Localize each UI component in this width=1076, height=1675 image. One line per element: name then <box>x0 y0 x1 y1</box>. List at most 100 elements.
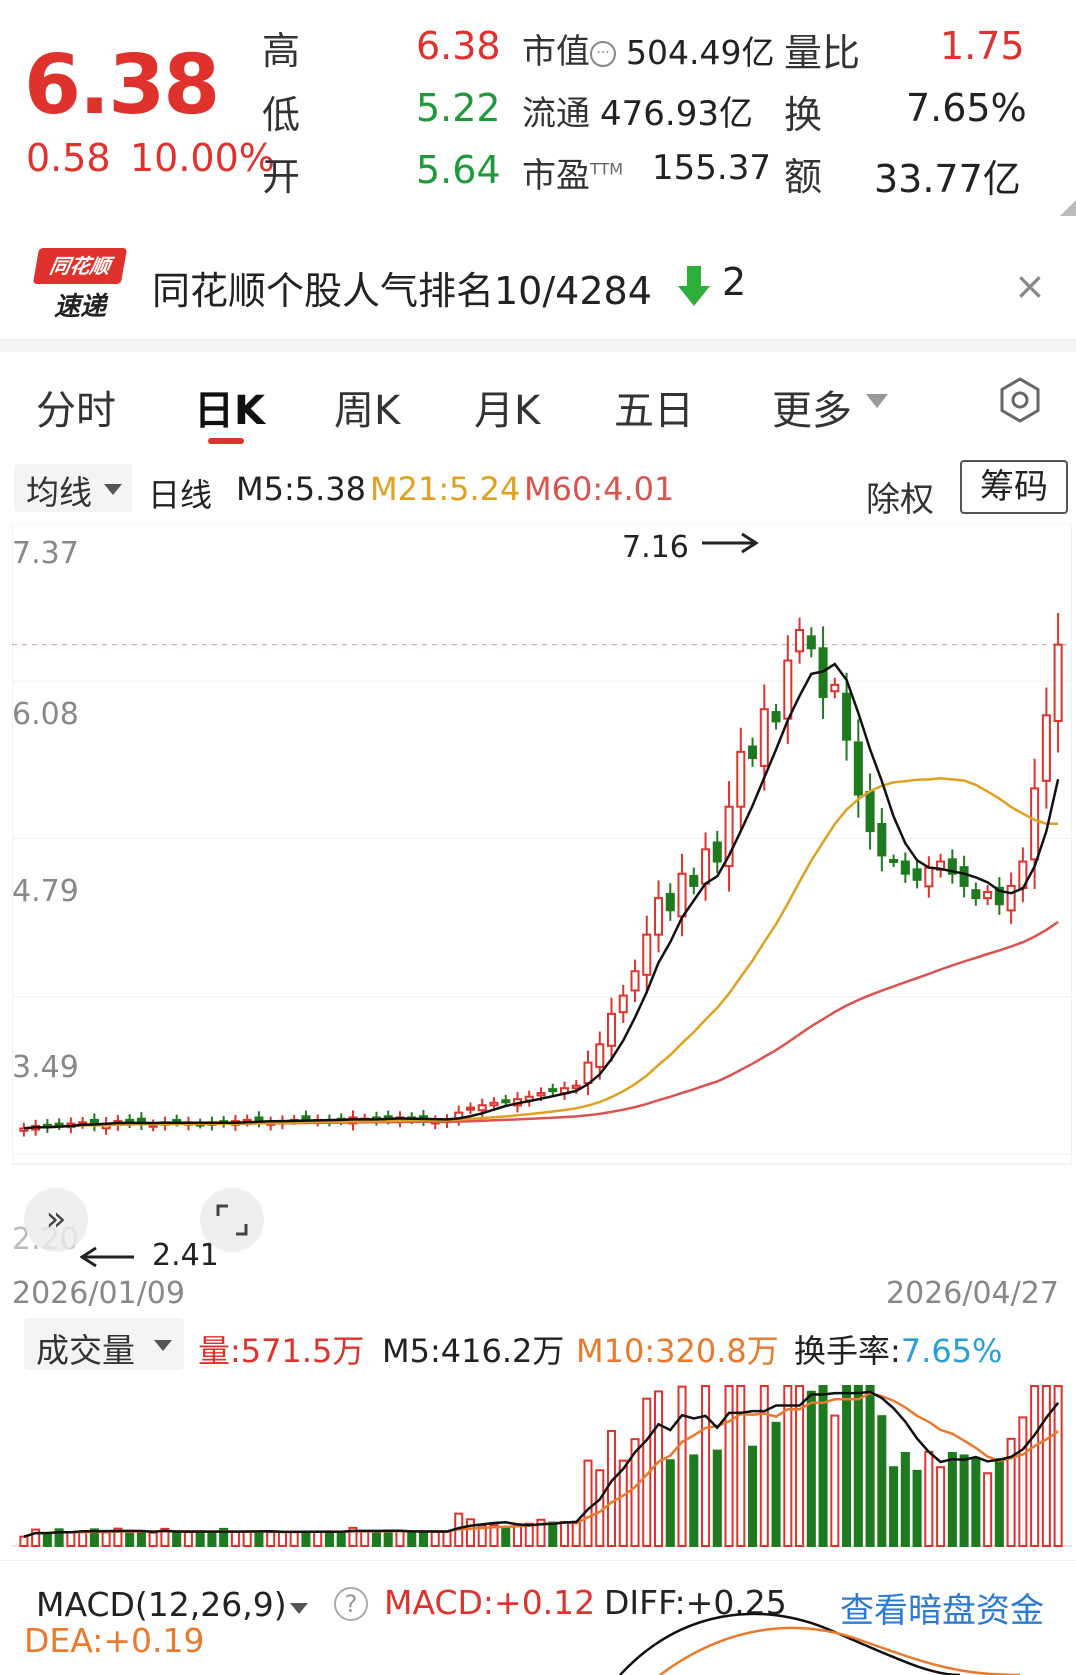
volume-bar <box>395 1530 405 1548</box>
volume-bar <box>536 1518 546 1548</box>
volume-bar <box>254 1530 264 1547</box>
volume-bar <box>78 1531 88 1547</box>
candle-body <box>736 750 746 808</box>
volume-bar <box>160 1527 170 1547</box>
volume-bar <box>1053 1385 1063 1547</box>
volume-bar <box>689 1454 699 1547</box>
candle-body <box>1041 714 1051 782</box>
pe-ttm-value: 155.37 <box>652 148 771 188</box>
expand-corner-icon[interactable] <box>1060 200 1076 216</box>
candle-body <box>783 659 793 720</box>
tab-more[interactable]: 更多 <box>772 388 852 434</box>
volume-bar <box>842 1385 852 1547</box>
info-icon[interactable]: ··· <box>590 40 616 67</box>
tab-daily-k[interactable]: 日K <box>194 388 265 434</box>
candle-body <box>477 1104 487 1112</box>
candle-body <box>571 1084 581 1090</box>
candle-body <box>689 874 699 887</box>
volume-bar <box>606 1429 617 1547</box>
candle-body <box>912 868 922 881</box>
volume-bar <box>31 1528 41 1548</box>
indicator-select[interactable]: 均线 <box>14 464 132 512</box>
candle-body <box>618 994 628 1014</box>
amount-label: 额 <box>784 155 823 199</box>
ex-rights-toggle[interactable]: 除权 <box>866 480 934 520</box>
chevron-down-icon[interactable] <box>866 394 888 408</box>
help-icon[interactable]: ? <box>334 1587 368 1621</box>
volume-bar <box>783 1385 793 1547</box>
chart-frame <box>12 524 1072 1165</box>
fullscreen-icon[interactable] <box>200 1188 264 1252</box>
volume-bar <box>183 1531 193 1547</box>
volume-bar <box>724 1385 734 1547</box>
market-cap-label: 市值 ··· <box>522 24 616 73</box>
volume-bar <box>289 1530 299 1548</box>
dark-pool-funds-link[interactable]: 查看暗盘资金 <box>840 1591 1044 1631</box>
volume-bar <box>1030 1385 1040 1547</box>
diff-value: DIFF:+0.25 <box>604 1583 787 1622</box>
candle-body <box>548 1088 558 1093</box>
close-icon[interactable]: × <box>1014 264 1046 308</box>
macd-value: MACD:+0.12 <box>384 1583 596 1622</box>
rank-change-value: 2 <box>722 260 747 304</box>
volume-bar <box>795 1385 805 1547</box>
candlestick-chart[interactable] <box>12 524 1072 1284</box>
volume-bar <box>1006 1437 1016 1548</box>
volume-bar <box>971 1456 981 1547</box>
start-date-label: 2026/01/09 <box>12 1276 185 1311</box>
macd-indicator-select[interactable]: MACD(12,26,9) <box>24 1579 324 1631</box>
volume-bar <box>136 1531 146 1548</box>
high-label: 高 <box>262 29 301 73</box>
arrow-left-icon <box>80 1246 134 1268</box>
candle-body <box>830 683 840 693</box>
candle-body <box>654 897 664 936</box>
volume-chart[interactable] <box>12 1376 1072 1552</box>
candle-body <box>806 635 816 650</box>
volume-bar <box>66 1531 76 1548</box>
popularity-banner[interactable]: 同花顺 速递 同花顺个股人气排名10/4284 2 × <box>0 230 1076 340</box>
popularity-rank-text: 同花顺个股人气排名10/4284 <box>152 269 652 313</box>
candle-body <box>853 741 863 796</box>
candle-body <box>465 1106 476 1111</box>
candle-body <box>301 1115 311 1120</box>
volume-bar <box>983 1472 993 1547</box>
scroll-forward-icon[interactable]: » <box>24 1188 88 1252</box>
tab-intraday[interactable]: 分时 <box>36 388 116 434</box>
candle-body <box>489 1101 499 1107</box>
chip-distribution-button[interactable]: 筹码 <box>960 460 1068 514</box>
candle-body <box>712 841 722 863</box>
market-cap-value: 504.49亿 <box>626 33 775 72</box>
turnover-label: 换 <box>784 93 823 137</box>
volume-bar <box>618 1459 628 1547</box>
volume-bar <box>336 1530 346 1548</box>
volume-ma5-line <box>23 1390 1060 1538</box>
candle-body <box>971 889 981 900</box>
volume-bar <box>771 1421 781 1548</box>
amount-value: 33.77亿 <box>874 157 1021 201</box>
candle-body <box>842 692 852 741</box>
settings-hexagon-icon[interactable] <box>996 376 1044 424</box>
volume-ma5: M5:416.2万 <box>382 1332 565 1370</box>
arrow-right-icon <box>702 532 759 554</box>
tab-weekly-k[interactable]: 周K <box>334 388 401 434</box>
volume-bar <box>865 1385 875 1547</box>
volume-bar <box>583 1459 593 1547</box>
volume-ratio-value: 1.75 <box>940 24 1025 68</box>
volume-bar <box>207 1531 217 1547</box>
volume-indicator-select[interactable]: 成交量 <box>24 1318 184 1370</box>
volume-bar <box>947 1452 957 1547</box>
tab-monthly-k[interactable]: 月K <box>474 388 541 434</box>
volume-bar <box>125 1531 135 1547</box>
volume-bar <box>1018 1416 1028 1547</box>
volume-bar <box>19 1535 29 1548</box>
candle-body <box>1006 884 1016 912</box>
ma21-line <box>23 777 1059 1130</box>
candle-body <box>606 1012 617 1047</box>
volume-bar <box>630 1438 640 1548</box>
high-value: 6.38 <box>416 24 501 68</box>
volume-bar <box>701 1385 711 1547</box>
low-value: 5.22 <box>416 86 501 130</box>
current-price: 6.38 <box>24 38 220 133</box>
tab-five-day[interactable]: 五日 <box>614 388 694 434</box>
volume-bar <box>759 1385 769 1547</box>
